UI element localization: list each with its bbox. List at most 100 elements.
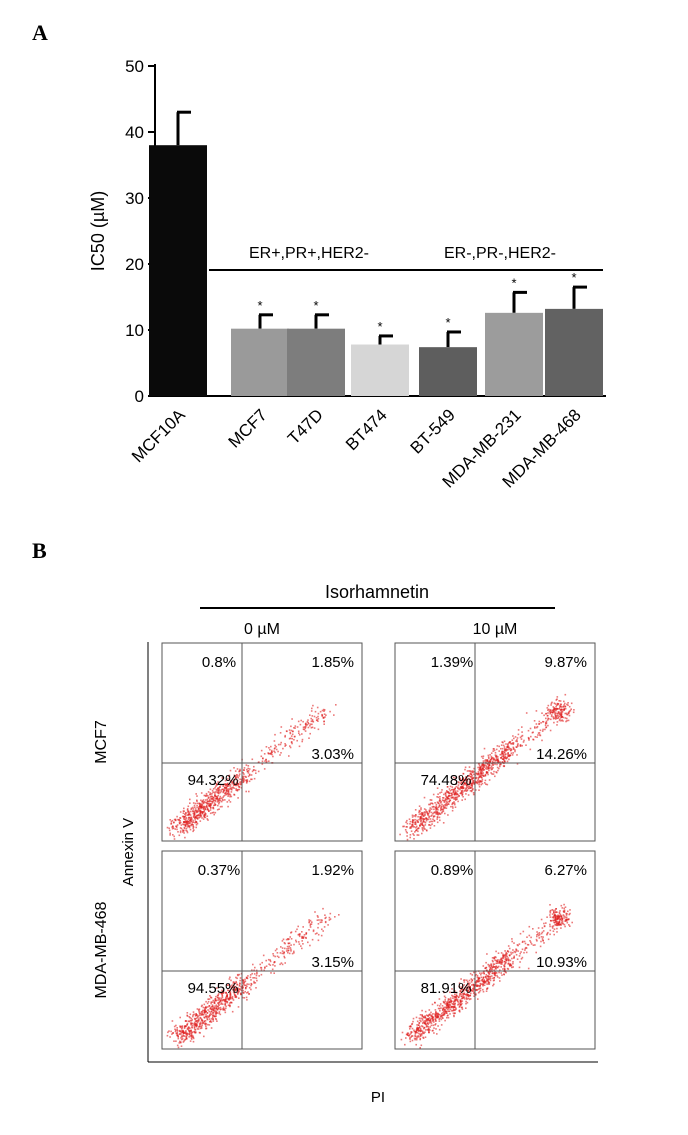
event-dot [192, 819, 194, 822]
event-dot [481, 774, 483, 776]
event-dot [550, 702, 553, 705]
event-dot [232, 779, 235, 782]
event-dot [203, 809, 206, 812]
event-dot [419, 1030, 422, 1033]
event-dot [446, 1001, 448, 1003]
event-dot [431, 1016, 434, 1018]
event-dot [567, 918, 570, 920]
event-dot [274, 751, 276, 754]
event-dot [323, 710, 325, 712]
event-dot [411, 1027, 414, 1030]
event-dot [554, 915, 557, 918]
event-dot [428, 824, 431, 826]
significance-star: * [445, 315, 450, 330]
event-dot [496, 766, 499, 769]
event-dot [485, 974, 488, 976]
event-dot [536, 940, 538, 942]
event-dot [440, 1007, 442, 1009]
event-dot [556, 924, 559, 927]
plot-frame [161, 642, 363, 842]
event-dot [451, 794, 453, 797]
event-dot [555, 917, 557, 920]
event-dot [482, 984, 484, 987]
event-dot [179, 1016, 181, 1019]
event-dot [190, 1032, 193, 1035]
event-dot [317, 916, 319, 918]
event-dot [491, 760, 494, 763]
event-dot [428, 1022, 431, 1024]
event-dot [562, 923, 564, 925]
event-dot [563, 915, 565, 917]
event-dot [296, 739, 298, 742]
event-dot [409, 1028, 411, 1030]
event-dot [556, 911, 558, 913]
event-dot [212, 1015, 214, 1018]
event-dot [245, 779, 247, 781]
event-dot [234, 996, 237, 998]
event-dot [493, 770, 495, 773]
event-dot [454, 993, 456, 996]
event-dot [232, 982, 235, 985]
event-dot [279, 952, 282, 954]
event-dot [182, 810, 185, 812]
event-dot [509, 754, 511, 757]
event-dot [467, 993, 469, 996]
event-dot [478, 773, 480, 776]
event-dot [565, 912, 567, 915]
event-dot [190, 808, 192, 811]
event-dot [201, 804, 203, 807]
event-dot [516, 944, 519, 946]
event-dot [189, 1016, 191, 1019]
event-dot [458, 775, 460, 778]
event-dot [465, 790, 467, 792]
event-dot [193, 810, 195, 813]
event-dot [558, 719, 561, 722]
event-dot [226, 792, 228, 795]
event-dot [413, 838, 415, 840]
event-dot [227, 984, 230, 986]
event-dot [184, 825, 187, 828]
event-dot [557, 708, 559, 710]
event-dot [300, 719, 302, 722]
event-dot [212, 1018, 214, 1021]
event-dot [456, 1000, 459, 1002]
event-dot [219, 799, 222, 802]
event-dot [312, 704, 314, 707]
event-dot [410, 1036, 412, 1038]
event-dot [297, 720, 300, 723]
event-dot [548, 710, 551, 713]
event-dot [483, 768, 486, 771]
event-dot [499, 959, 501, 961]
event-dot [247, 975, 249, 977]
event-dot [516, 740, 518, 743]
event-dot [504, 756, 506, 759]
event-dot [416, 1037, 418, 1039]
event-dot [451, 802, 454, 804]
event-dot [419, 1027, 422, 1030]
event-dot [458, 994, 461, 997]
event-dot [180, 1031, 182, 1033]
event-dot [191, 821, 194, 824]
event-dot [202, 818, 205, 820]
event-dot [431, 806, 434, 808]
event-dot [537, 732, 540, 734]
event-dot [245, 790, 247, 793]
event-dot [551, 909, 554, 911]
quadrant-upper-right-value: 9.87% [544, 654, 587, 671]
event-dot [507, 743, 509, 745]
event-dot [559, 919, 561, 921]
event-dot [238, 786, 241, 788]
event-dot [302, 943, 304, 945]
event-dot [290, 735, 293, 737]
event-dot [176, 815, 178, 818]
event-dot [570, 708, 572, 710]
event-dot [234, 986, 236, 988]
event-dot [541, 938, 544, 940]
event-dot [552, 717, 555, 720]
event-dot [555, 708, 558, 711]
event-dot [237, 990, 240, 993]
event-dot [220, 992, 222, 995]
event-dot [230, 986, 233, 989]
event-dot [439, 1017, 441, 1020]
event-dot [508, 947, 511, 950]
